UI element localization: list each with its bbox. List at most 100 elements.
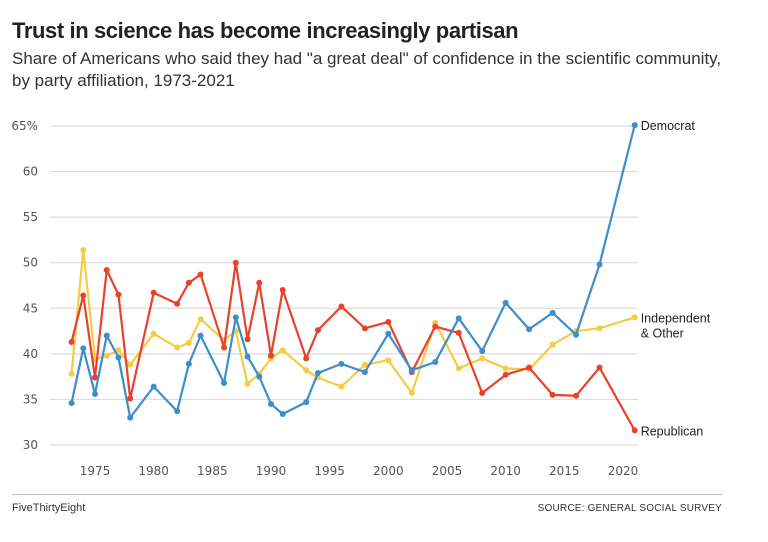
data-point-democrat xyxy=(408,367,415,374)
data-point-independent-other xyxy=(150,330,157,337)
series-line-democrat xyxy=(70,124,636,419)
data-point-republican xyxy=(80,292,87,299)
x-tick-label: 1980 xyxy=(138,464,169,478)
brand-label: FiveThirtyEight xyxy=(12,502,86,514)
x-tick-label: 1975 xyxy=(80,464,111,478)
series-lines xyxy=(68,122,638,434)
y-tick-label: 45 xyxy=(23,301,38,315)
data-point-democrat xyxy=(455,315,462,322)
data-point-republican xyxy=(267,352,274,359)
data-point-republican xyxy=(361,325,368,332)
data-point-republican xyxy=(314,327,321,334)
data-point-republican xyxy=(232,259,239,266)
data-point-democrat xyxy=(573,331,580,338)
series-label-republican: Republican xyxy=(641,424,704,438)
data-point-democrat xyxy=(549,309,556,316)
data-point-independent-other xyxy=(596,325,603,332)
data-point-independent-other xyxy=(479,355,486,362)
data-point-democrat xyxy=(185,360,192,367)
data-point-independent-other xyxy=(115,347,122,354)
data-point-independent-other xyxy=(68,370,75,377)
data-point-independent-other xyxy=(244,380,251,387)
data-point-independent-other xyxy=(338,383,345,390)
data-point-republican xyxy=(174,300,181,307)
data-point-republican xyxy=(455,329,462,336)
data-point-democrat xyxy=(92,390,98,397)
data-point-republican xyxy=(631,427,638,434)
data-point-republican xyxy=(244,336,251,343)
data-point-independent-other xyxy=(279,347,286,354)
data-point-republican xyxy=(185,279,192,286)
y-tick-label: 55 xyxy=(23,210,38,224)
y-tick-label: 50 xyxy=(23,256,38,270)
data-point-democrat xyxy=(221,380,228,387)
footer-divider xyxy=(12,494,722,495)
data-point-republican xyxy=(432,323,439,330)
data-point-independent-other xyxy=(408,390,415,397)
data-point-democrat xyxy=(244,353,251,360)
chart-title: Trust in science has become increasingly… xyxy=(12,18,519,43)
x-tick-label: 1985 xyxy=(197,464,228,478)
data-point-republican xyxy=(502,371,509,378)
gridlines xyxy=(50,125,638,446)
data-point-republican xyxy=(197,271,204,278)
data-point-democrat xyxy=(314,369,321,376)
y-tick-label: 30 xyxy=(23,438,38,452)
data-point-independent-other xyxy=(549,341,556,348)
data-point-republican xyxy=(549,391,556,398)
x-tick-label: 2005 xyxy=(432,464,463,478)
x-tick-label: 2010 xyxy=(490,464,521,478)
data-point-republican xyxy=(479,390,486,397)
data-point-republican xyxy=(127,395,134,402)
data-point-democrat xyxy=(631,122,638,129)
series-label-independent-other: Independent & Other xyxy=(641,311,711,340)
data-point-independent-other xyxy=(455,365,462,372)
series-labels: Independent & Other Republican Democrat xyxy=(641,119,711,438)
y-tick-label: 60 xyxy=(23,165,38,179)
data-point-republican xyxy=(115,291,122,298)
data-point-republican xyxy=(526,364,533,371)
data-point-democrat xyxy=(479,348,486,355)
data-point-independent-other xyxy=(197,316,204,323)
data-point-independent-other xyxy=(127,361,134,368)
data-point-democrat xyxy=(361,369,368,376)
series-line-independent-other xyxy=(70,248,636,395)
x-tick-label: 1990 xyxy=(256,464,287,478)
data-point-independent-other xyxy=(303,367,310,374)
y-tick-label: 35 xyxy=(23,392,38,406)
data-point-republican xyxy=(573,392,580,399)
data-point-democrat xyxy=(80,345,87,352)
data-point-democrat xyxy=(197,332,204,339)
chart-subtitle: Share of Americans who said they had "a … xyxy=(12,49,722,90)
y-tick-label: 65% xyxy=(11,119,38,133)
y-axis-ticks: 30 35 40 45 50 55 60 65% xyxy=(11,119,38,452)
data-point-republican xyxy=(256,279,263,286)
data-point-independent-other xyxy=(361,361,368,368)
data-point-democrat xyxy=(68,400,75,407)
data-point-independent-other xyxy=(185,339,192,346)
x-axis-ticks: 1975 1980 1985 1990 1995 2000 2005 2010 2015 2020 xyxy=(80,464,639,478)
data-point-republican xyxy=(303,355,310,362)
data-point-democrat xyxy=(174,408,181,415)
x-tick-label: 2000 xyxy=(373,464,404,478)
data-point-democrat xyxy=(256,373,263,380)
data-point-democrat xyxy=(502,299,509,306)
x-tick-label: 1995 xyxy=(314,464,345,478)
data-point-democrat xyxy=(303,399,310,406)
data-point-democrat xyxy=(279,411,286,418)
x-tick-label: 2020 xyxy=(608,464,639,478)
data-point-independent-other xyxy=(385,357,392,364)
data-point-democrat xyxy=(127,414,134,421)
data-point-republican xyxy=(68,339,75,346)
data-point-democrat xyxy=(526,326,533,333)
data-point-republican xyxy=(92,374,98,381)
data-point-independent-other xyxy=(80,246,87,253)
data-point-republican xyxy=(150,289,157,296)
data-point-democrat xyxy=(232,314,239,321)
data-point-democrat xyxy=(432,359,439,366)
source-label: SOURCE: GENERAL SOCIAL SURVEY xyxy=(537,503,722,514)
data-point-democrat xyxy=(267,400,274,407)
data-point-republican xyxy=(385,318,392,325)
data-point-republican xyxy=(279,287,286,294)
